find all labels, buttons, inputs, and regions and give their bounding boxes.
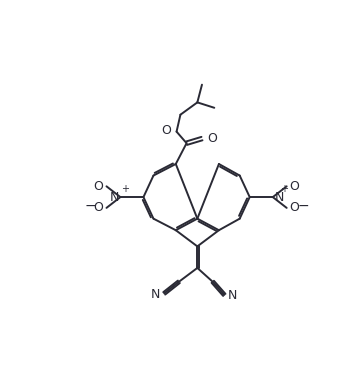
Text: N: N [151, 288, 160, 301]
Text: O: O [290, 201, 300, 214]
Text: +: + [121, 184, 129, 194]
Text: O: O [94, 180, 103, 193]
Text: N: N [109, 190, 119, 203]
Text: O: O [161, 124, 171, 137]
Text: O: O [207, 132, 217, 145]
Text: N: N [274, 190, 284, 203]
Text: −: − [84, 199, 96, 213]
Text: O: O [290, 180, 300, 193]
Text: N: N [228, 289, 238, 302]
Text: +: + [280, 184, 288, 194]
Text: O: O [94, 201, 103, 214]
Text: −: − [298, 199, 309, 213]
